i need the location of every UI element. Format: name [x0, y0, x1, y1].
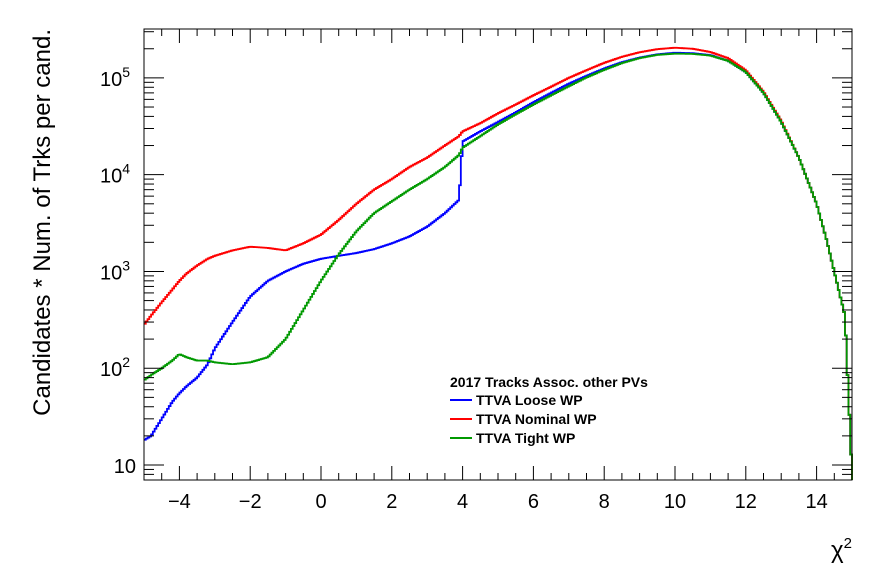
x-tick-label: 14: [805, 491, 827, 513]
x-tick-label: −4: [168, 491, 191, 513]
legend-items: TTVA Loose WP TTVA Nominal WP TTVA Tight W…: [450, 392, 597, 446]
tick-label-layer: −4 −2 0 2 4 6 8 10 12 14 10 102 103 104 105: [100, 64, 828, 513]
x-axis-title: χ2: [831, 535, 852, 564]
x-tick-label: 8: [599, 491, 610, 513]
y-tick-label: 103: [100, 257, 130, 284]
legend-label-2: TTVA Nominal WP: [476, 411, 597, 427]
legend: 2017 Tracks Assoc. other PVs TTVA Loose …: [450, 374, 648, 446]
legend-label-3: TTVA Tight WP: [476, 430, 575, 446]
legend-title: 2017 Tracks Assoc. other PVs: [450, 374, 648, 390]
x-tick-label: 4: [457, 491, 468, 513]
y-tick-label: 102: [100, 354, 130, 381]
y-tick-label: 105: [100, 64, 130, 91]
tick-layer: [143, 29, 853, 481]
y-tick-label: 104: [100, 161, 130, 188]
x-tick-label: 6: [528, 491, 539, 513]
series-line-3: [144, 52, 853, 480]
y-axis-title: Candidates * Num. of Trks per cand.: [29, 29, 56, 416]
x-tick-label: 0: [315, 491, 326, 513]
x-tick-label: 12: [735, 491, 757, 513]
series-layer: [144, 46, 853, 480]
x-tick-label: 10: [664, 491, 686, 513]
series-line-2: [144, 46, 853, 480]
legend-label-1: TTVA Loose WP: [476, 392, 583, 408]
y-tick-label: 10: [114, 456, 136, 478]
x-tick-label: 2: [386, 491, 397, 513]
x-tick-label: −2: [239, 491, 262, 513]
